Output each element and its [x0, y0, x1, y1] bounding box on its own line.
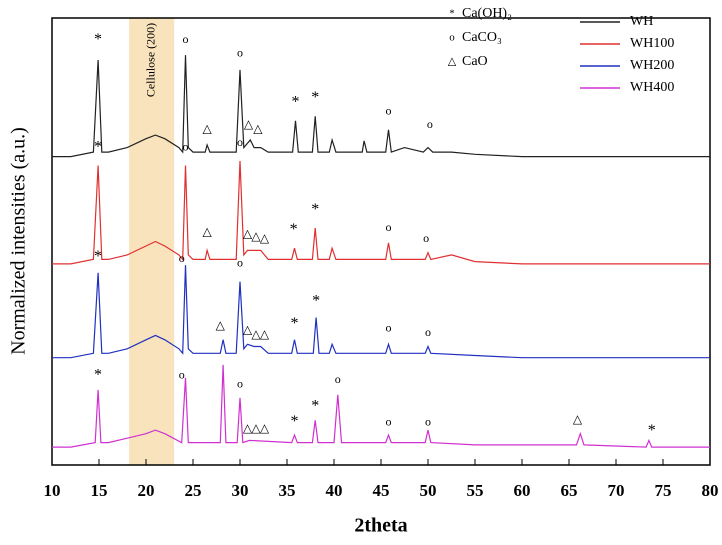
- legend-label: WH200: [630, 58, 674, 73]
- peak-marker: o: [386, 414, 392, 428]
- x-tick-label: 55: [467, 481, 484, 500]
- peak-marker: o: [179, 367, 185, 381]
- peak-marker: o: [386, 220, 392, 234]
- peak-marker: △: [202, 224, 212, 238]
- peak-marker: o: [427, 117, 433, 131]
- x-tick-label: 70: [608, 481, 625, 500]
- peak-marker: *: [290, 221, 298, 238]
- peak-marker: *: [311, 201, 319, 218]
- x-tick-label: 10: [44, 481, 61, 500]
- peak-marker: o: [425, 325, 431, 339]
- peak-marker: △: [216, 318, 226, 332]
- phase-legend-label: CaO: [462, 54, 488, 69]
- peak-marker: o: [386, 104, 392, 118]
- x-tick-label: 20: [138, 481, 155, 500]
- peak-marker: △: [260, 231, 270, 245]
- peak-marker: △: [251, 327, 261, 341]
- peak-marker: o: [335, 372, 341, 386]
- x-tick-label: 15: [91, 481, 108, 500]
- peak-marker: o: [182, 139, 188, 153]
- peak-marker: o: [237, 376, 243, 390]
- legend-label: WH100: [630, 36, 674, 51]
- x-tick-label: 65: [561, 481, 578, 500]
- peak-marker: △: [243, 421, 253, 435]
- peak-marker: △: [202, 122, 212, 136]
- peak-marker: o: [425, 414, 431, 428]
- x-tick-label: 40: [326, 481, 343, 500]
- peak-marker: *: [94, 31, 102, 48]
- peak-marker: *: [291, 413, 299, 430]
- peak-marker: △: [573, 412, 583, 426]
- peak-marker: *: [291, 315, 299, 332]
- peak-marker: *: [648, 422, 656, 439]
- phase-legend-symbol: *: [449, 8, 455, 20]
- series-line: [52, 55, 710, 158]
- x-axis-label: 2theta: [354, 515, 407, 537]
- peak-marker: o: [182, 32, 188, 46]
- x-tick-label: 60: [514, 481, 531, 500]
- peak-marker: o: [423, 231, 429, 245]
- peak-marker: △: [243, 323, 253, 337]
- y-axis-label: Normalized intensities (a.u.): [8, 127, 30, 355]
- x-tick-label: 45: [373, 481, 390, 500]
- peak-marker: o: [179, 251, 185, 265]
- x-tick-label: 80: [702, 481, 719, 500]
- cellulose-band: [129, 18, 175, 465]
- peak-marker: *: [291, 94, 299, 111]
- peak-marker: o: [237, 46, 243, 60]
- peak-marker: △: [251, 421, 261, 435]
- legend-label: WH400: [630, 80, 674, 95]
- x-tick-label: 75: [655, 481, 672, 500]
- phase-legend-label: Ca(OH)₂: [462, 6, 512, 21]
- x-tick-label: 35: [279, 481, 296, 500]
- series-line: [52, 265, 710, 359]
- peak-marker: o: [237, 256, 243, 270]
- peak-marker: o: [386, 320, 392, 334]
- peak-marker: o: [237, 135, 243, 149]
- peak-marker: △: [253, 122, 263, 136]
- phase-legend-symbol: o: [449, 32, 455, 44]
- peak-marker: △: [243, 227, 253, 241]
- peak-marker: *: [312, 293, 320, 310]
- peak-marker: *: [94, 366, 102, 383]
- peak-marker: *: [311, 398, 319, 415]
- peak-marker: *: [94, 248, 102, 265]
- series-line: [52, 364, 710, 448]
- peak-marker: *: [94, 138, 102, 155]
- peak-marker: *: [311, 89, 319, 106]
- phase-legend-label: CaCO₃: [462, 30, 502, 45]
- peak-marker: △: [260, 327, 270, 341]
- x-tick-label: 25: [185, 481, 202, 500]
- legend-label: WH: [630, 14, 653, 29]
- x-tick-label: 50: [420, 481, 437, 500]
- x-tick-label: 30: [232, 481, 249, 500]
- peak-marker: △: [251, 229, 261, 243]
- phase-legend-symbol: △: [448, 56, 457, 68]
- peak-marker: △: [244, 117, 254, 131]
- peak-marker: △: [260, 421, 270, 435]
- series-line: [52, 160, 710, 265]
- band-label: Cellulose (200): [143, 23, 157, 97]
